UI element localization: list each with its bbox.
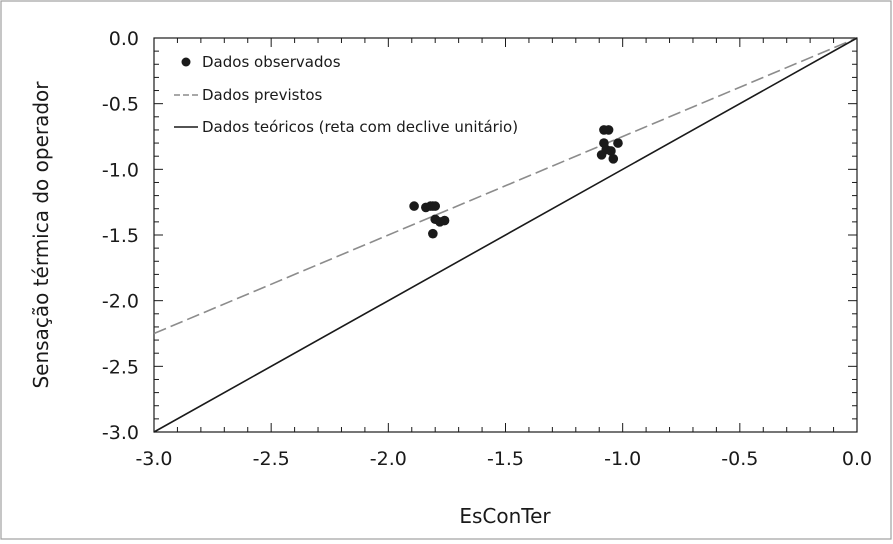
theoretical-unit-slope-line xyxy=(153,37,858,433)
observed-data-point xyxy=(409,201,419,211)
observed-data-point xyxy=(439,215,450,226)
predicted-data-line xyxy=(153,37,858,335)
observed-data-point xyxy=(608,154,619,164)
observed-data-point xyxy=(606,146,616,156)
x-tick-label: -3.0 xyxy=(135,448,172,470)
axis-ticks xyxy=(153,37,858,433)
y-tick-label: -1.0 xyxy=(102,159,139,181)
x-tick-label: -0.5 xyxy=(721,448,758,470)
x-tick-label: -2.5 xyxy=(253,448,290,470)
y-tick-label: -0.5 xyxy=(102,94,139,116)
y-tick-label: -2.0 xyxy=(102,291,139,313)
observed-data-point xyxy=(430,201,441,211)
legend-label-observed: Dados observados xyxy=(202,53,341,71)
x-tick-label: -1.5 xyxy=(487,448,524,470)
observed-data-point xyxy=(596,150,607,160)
legend-label-theoretical: Dados teóricos (reta com declive unitári… xyxy=(202,118,518,136)
legend-label-predicted: Dados previstos xyxy=(202,86,323,104)
x-tick-label: 0.0 xyxy=(842,448,872,470)
observed-data-point xyxy=(603,125,614,135)
y-tick-label: 0.0 xyxy=(109,28,139,50)
y-tick-label: -3.0 xyxy=(102,422,139,444)
x-tick-label: -1.0 xyxy=(604,448,641,470)
y-tick-label: -1.5 xyxy=(102,225,139,247)
y-axis-title: Sensação térmica do operador xyxy=(29,81,53,389)
series-lines xyxy=(153,37,858,433)
observed-points xyxy=(409,125,623,239)
legend: Dados observados Dados previstos Dados t… xyxy=(174,53,518,136)
observed-data-point xyxy=(613,138,623,148)
legend-marker-observed xyxy=(181,57,191,67)
x-tick-labels: -3.0 -2.5 -2.0 -1.5 -1.0 -0.5 0.0 xyxy=(135,448,872,470)
y-tick-label: -2.5 xyxy=(102,356,139,378)
x-tick-label: -2.0 xyxy=(370,448,407,470)
observed-data-point xyxy=(428,228,438,239)
x-axis-title: EsConTer xyxy=(459,504,551,528)
y-tick-labels: 0.0 -0.5 -1.0 -1.5 -2.0 -2.5 -3.0 xyxy=(102,28,139,444)
